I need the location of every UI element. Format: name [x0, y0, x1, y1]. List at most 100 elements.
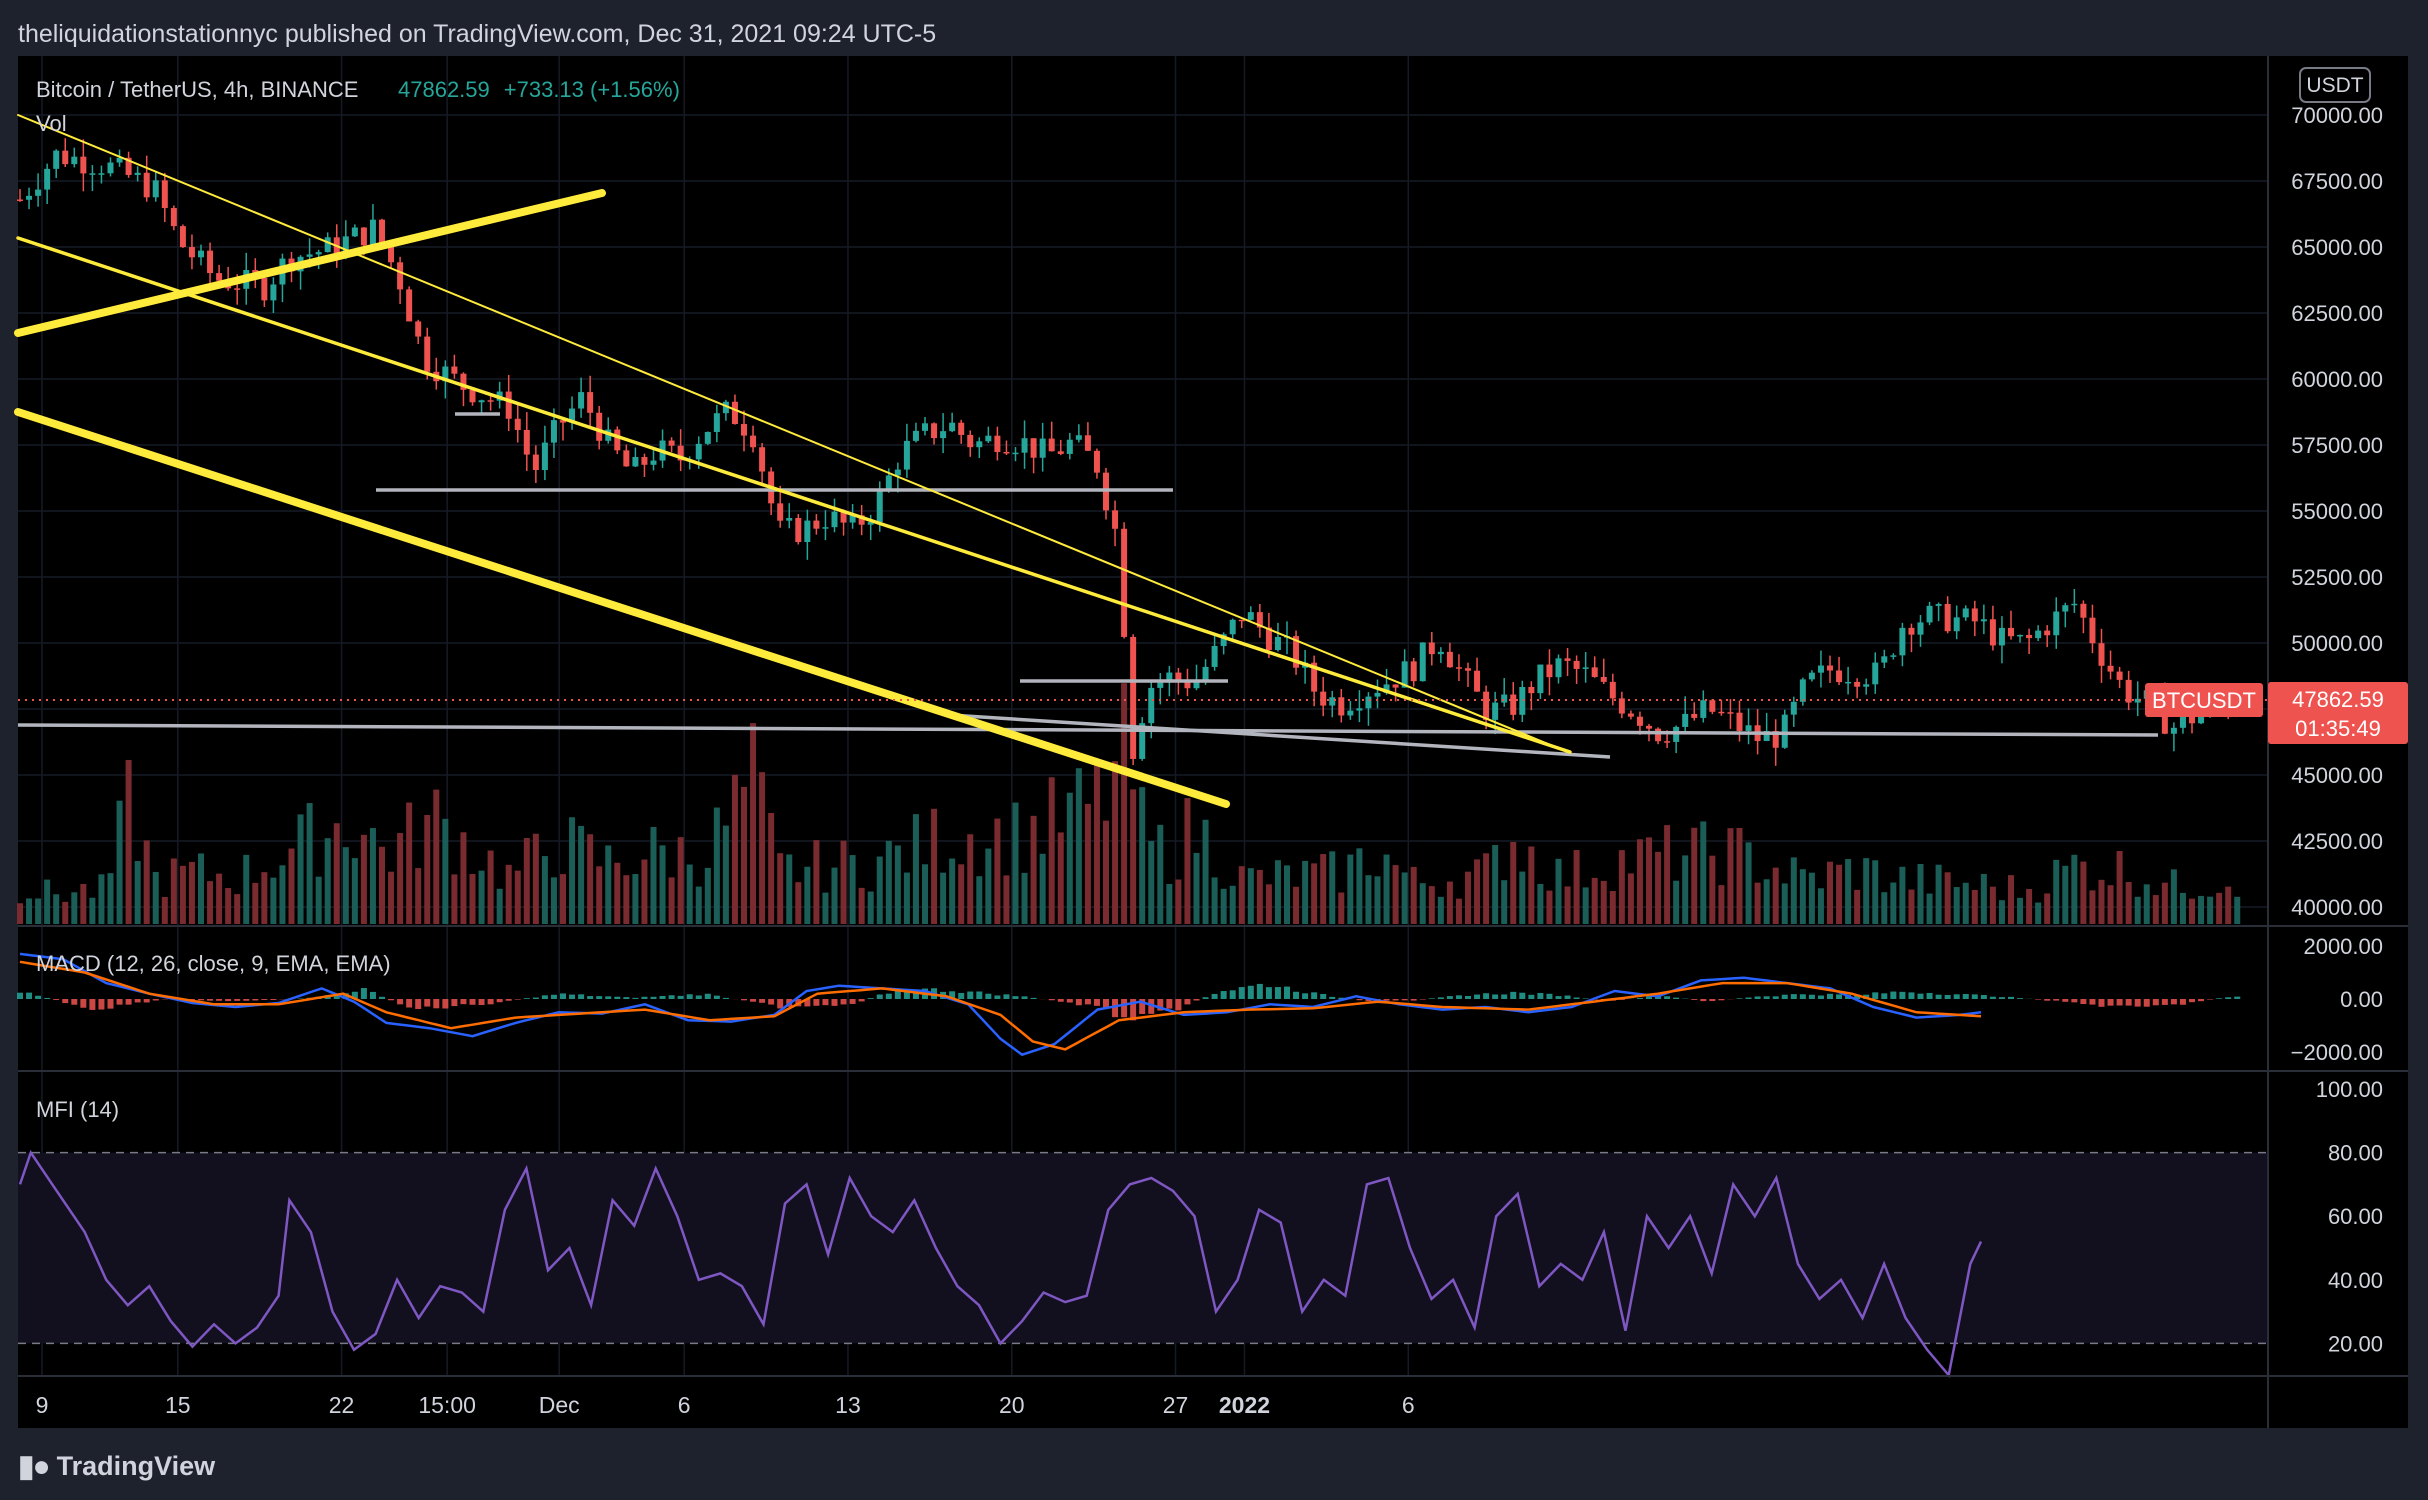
macd-label[interactable]: MACD (12, 26, close, 9, EMA, EMA) — [36, 951, 391, 976]
candle-body — [2107, 665, 2114, 672]
candle-body — [161, 180, 168, 209]
volume-bar — [1845, 859, 1852, 924]
volume-bar — [1827, 861, 1833, 924]
macd-histogram-bar — [949, 991, 956, 999]
candle-body — [1229, 619, 1236, 635]
volume-bar — [2189, 898, 2195, 924]
volume-bar — [1320, 854, 1327, 924]
candle-body — [342, 236, 349, 255]
macd-histogram-bar — [967, 991, 974, 999]
volume-bar — [768, 813, 775, 924]
macd-histogram-bar — [1546, 993, 1553, 999]
macd-histogram-bar — [704, 993, 711, 999]
candle-body — [795, 517, 802, 542]
candle-body — [98, 173, 105, 175]
macd-histogram-bar — [1075, 999, 1082, 1006]
macd-histogram-bar — [1220, 991, 1227, 999]
macd-axis[interactable]: 2000.00 0.00 −2000.00 — [2291, 934, 2383, 1065]
macd-histogram-bar — [722, 997, 729, 999]
candle-body — [44, 168, 51, 190]
currency-badge[interactable]: USDT — [2306, 74, 2363, 97]
price-tick-label: 50000.00 — [2291, 631, 2383, 656]
macd-histogram-bar — [1211, 993, 1218, 999]
macd-histogram-bar — [107, 999, 114, 1009]
volume-bar — [849, 855, 856, 924]
candle-body — [650, 460, 657, 465]
macd-histogram-bar — [2161, 999, 2168, 1005]
mfi-tick-label: 80.00 — [2328, 1141, 2383, 1166]
volume-bar — [62, 901, 69, 924]
volume-bar — [2170, 869, 2177, 924]
candle-body — [840, 511, 847, 523]
volume-bar — [188, 861, 195, 924]
volume-bar — [98, 874, 105, 924]
macd-histogram-bar — [1193, 999, 1200, 1001]
volume-bar — [1130, 789, 1137, 924]
candle-body — [1455, 667, 1462, 669]
candle-body — [1293, 636, 1300, 668]
macd-histogram-bar — [1989, 996, 1996, 999]
volume-bar — [1003, 875, 1010, 924]
macd-histogram-bar — [1980, 995, 1987, 999]
macd-histogram-bar — [342, 993, 349, 999]
currency-badge-box[interactable] — [2299, 67, 2371, 103]
candle-body — [71, 156, 78, 165]
macd-histogram-bar — [1175, 999, 1182, 1011]
volume-bar — [940, 872, 947, 924]
macd-histogram-bar — [1827, 993, 1833, 999]
macd-histogram-bar — [532, 997, 539, 999]
macd-histogram-bar — [2116, 999, 2123, 1006]
macd-histogram-bar — [1465, 995, 1471, 999]
candle-body — [1609, 681, 1616, 699]
mfi-label[interactable]: MFI (14) — [36, 1097, 119, 1122]
volume-bar — [2125, 882, 2132, 924]
time-axis[interactable]: 9 15 22 15:00 Dec 6 13 20 27 2022 6 — [36, 1392, 1415, 1418]
macd-histogram-bar — [1093, 999, 1100, 1006]
macd-histogram-bar — [1284, 986, 1290, 999]
macd-histogram-bar — [1673, 997, 1680, 999]
mfi-tick-label: 20.00 — [2328, 1331, 2383, 1356]
volume-bar — [795, 882, 802, 924]
macd-histogram-bar — [198, 999, 204, 1001]
candle-body — [143, 172, 150, 198]
volume-bar — [1030, 815, 1037, 924]
macd-histogram-bar — [1066, 999, 1073, 1003]
trend-line-upper-rising — [14, 189, 606, 337]
candle-body — [885, 475, 892, 492]
macd-histogram-bar — [1971, 994, 1978, 999]
volume-bar — [315, 876, 322, 924]
mfi-band-fill — [18, 1152, 2268, 1344]
macd-histogram-bar — [876, 994, 883, 999]
volume-bar — [216, 873, 223, 924]
candle-body — [931, 423, 938, 439]
macd-histogram-bar — [578, 994, 585, 999]
volume-bar — [1501, 880, 1508, 924]
candle-body — [1564, 658, 1571, 661]
footer-brand[interactable]: TradingView — [56, 1450, 216, 1481]
volume-bar — [1383, 854, 1390, 924]
volume-bar — [1790, 857, 1797, 924]
symbol-title[interactable]: Bitcoin / TetherUS, 4h, BINANCE — [36, 77, 358, 102]
macd-histogram-bar — [2107, 999, 2114, 1006]
price-change-value: +733.13 (+1.56%) — [504, 77, 680, 102]
volume-bar — [1727, 828, 1734, 924]
macd-histogram-bar — [994, 995, 1001, 999]
candle-body — [894, 469, 901, 476]
trend-line-thin-resistance — [17, 114, 1571, 754]
mfi-axis[interactable]: 100.00 80.00 60.00 40.00 20.00 — [2316, 1077, 2383, 1356]
volume-bar — [1926, 893, 1933, 924]
volume-bar — [324, 838, 331, 924]
volume-bar — [243, 854, 250, 924]
volume-bar — [71, 892, 78, 924]
volume-bar — [297, 814, 304, 924]
volume-bar — [351, 858, 358, 924]
macd-histogram-bar — [496, 999, 503, 1003]
candle-body — [1646, 725, 1652, 729]
candle-body — [1238, 619, 1245, 622]
candle-body — [1347, 710, 1354, 716]
volume-bar — [614, 862, 621, 924]
volume-bar — [261, 872, 268, 924]
candle-body — [1365, 696, 1372, 709]
candle-body — [2134, 698, 2141, 703]
